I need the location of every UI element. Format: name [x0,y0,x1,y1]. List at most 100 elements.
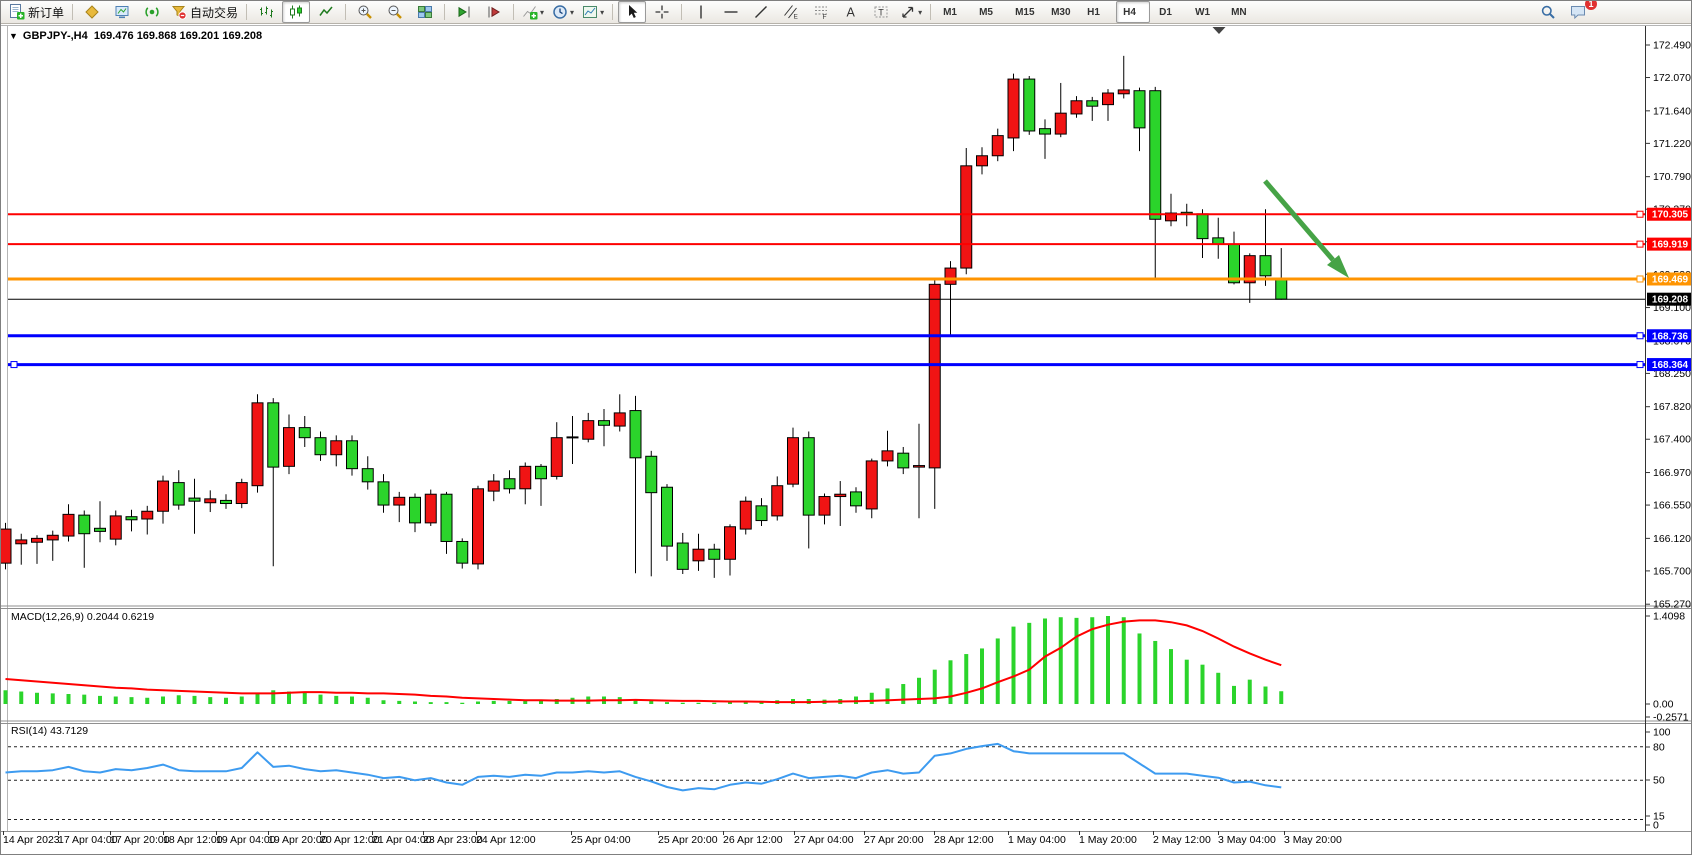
time-tick-label: 25 Apr 04:00 [571,834,631,846]
text-button[interactable]: A [837,1,865,23]
rsi-value: 43.7129 [50,725,89,737]
candle [1196,209,1209,258]
timeframe-h1-button-label: H1 [1087,6,1100,18]
indicators-button[interactable]: ▾ [519,1,547,23]
chart-shift-marker[interactable] [1212,27,1226,34]
time-tick-label: 17 Apr 20:00 [110,834,170,846]
text-label-button[interactable]: T [867,1,895,23]
time-tick-label: 1 May 20:00 [1079,834,1137,846]
toolbar-right-group: 1 [1533,1,1597,23]
chat-button[interactable]: 1 [1564,1,1597,23]
timeframe-h4-button[interactable]: H4 [1116,1,1151,23]
horizontal-line-button[interactable] [717,1,745,23]
new-order-button[interactable]: 新订单 [6,1,67,23]
candle [125,509,138,532]
svg-text:168.736: 168.736 [1652,331,1689,342]
candle-chart-button[interactable] [282,1,311,23]
price-tick-label: 166.120 [1653,533,1691,545]
candle [834,481,847,526]
candle [503,470,516,494]
crosshair-icon [654,4,670,20]
channel-icon: E [783,4,799,20]
svg-text:168.364: 168.364 [1652,360,1689,371]
tile-windows-icon [417,4,433,20]
candle [1165,193,1177,227]
candle [739,496,752,535]
auto-scroll-button[interactable] [450,1,478,23]
candle [519,462,532,505]
svg-text:80: 80 [1653,742,1665,754]
zoom-out-button[interactable] [381,1,409,23]
trendline-button[interactable] [747,1,775,23]
time-tick-label: 3 May 20:00 [1284,834,1342,846]
monitor-icon [114,4,130,20]
candle [109,510,122,546]
price-tick-label: 167.820 [1653,401,1691,413]
fibonacci-button[interactable]: F [807,1,835,23]
price-tick-label: 167.400 [1653,434,1691,446]
candle [598,409,610,447]
timeframe-m30-button[interactable]: M30 [1044,1,1078,23]
candle [613,394,626,432]
candle [409,493,421,533]
timeframe-m15-button[interactable]: M15 [1008,1,1042,23]
charts-view-button[interactable] [108,1,136,23]
candle [314,431,327,461]
price-tick-label: 172.490 [1653,40,1691,52]
candle [283,414,295,475]
symbol-timeframe: GBPJPY-,H4 [22,30,88,42]
timeframe-m5-button[interactable]: M5 [972,1,1006,23]
candle [976,147,988,175]
macd-main-value: 0.2044 [86,611,119,623]
autotrading-button[interactable]: 自动交易 [168,1,241,23]
line-handle[interactable] [1636,332,1644,340]
line-handle[interactable] [10,361,18,369]
search-button[interactable] [1534,1,1562,23]
timeframe-d1-button[interactable]: D1 [1152,1,1186,23]
signal-button[interactable] [138,1,166,23]
timeframe-h1-button[interactable]: H1 [1080,1,1114,23]
line-handle[interactable] [1636,275,1644,283]
autotrading-icon [171,4,187,20]
profile-button[interactable] [78,1,106,23]
svg-text:A: A [847,6,856,20]
price-tick-label: 172.070 [1653,72,1691,84]
timeframe-w1-button-label: W1 [1195,6,1211,18]
candle [582,412,595,443]
timeframe-m1-button[interactable]: M1 [936,1,970,23]
line-handle[interactable] [1636,361,1644,369]
channel-button[interactable]: E [777,1,805,23]
svg-text:169.208: 169.208 [1652,295,1689,306]
chart-shift-icon [486,4,502,20]
line-handle[interactable] [1636,210,1644,218]
candle [1228,231,1240,285]
candle [913,423,925,519]
line-chart-button[interactable] [312,1,340,23]
templates-button[interactable]: ▾ [579,1,607,23]
arrows-button[interactable]: ▾ [897,1,925,23]
chart-shift-button[interactable] [480,1,508,23]
bar-chart-button[interactable] [252,1,280,23]
line-handle[interactable] [1636,240,1644,248]
tile-windows-button[interactable] [411,1,439,23]
candle [157,475,169,524]
arrow-object[interactable] [1263,179,1349,278]
cursor-button[interactable] [618,1,647,23]
crosshair-button[interactable] [648,1,676,23]
bar-chart-icon [258,4,274,20]
svg-text:0: 0 [1653,820,1659,832]
timeframe-mn-button[interactable]: MN [1224,1,1258,23]
candle [850,487,862,513]
vertical-line-button[interactable] [687,1,715,23]
symbol-dropdown-icon[interactable]: ▼ [9,31,18,41]
timeframe-h4-button-label: H4 [1123,6,1136,18]
macd-indicator-label: MACD(12,26,9) 0.2044 0.6219 [11,611,155,623]
periods-button[interactable]: ▾ [549,1,577,23]
timeframe-m5-button-label: M5 [979,6,993,18]
zoom-in-button[interactable] [351,1,379,23]
chat-unread-badge: 1 [1585,1,1597,10]
timeframe-w1-button[interactable]: W1 [1188,1,1222,23]
svg-text:50: 50 [1653,775,1665,787]
